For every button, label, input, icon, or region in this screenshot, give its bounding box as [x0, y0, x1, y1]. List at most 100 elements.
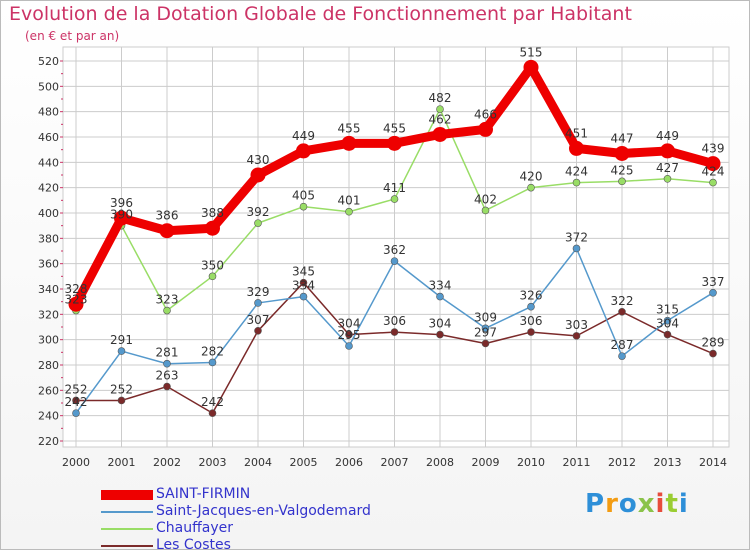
data-point-saint-jacques-en-valgodemard [163, 359, 171, 368]
y-tick-label: 280 [38, 359, 59, 372]
data-label-saint-jacques-en-valgodemard: 334 [292, 279, 315, 293]
data-label-saint-firmin: 455 [383, 121, 406, 135]
x-tick-label: 2000 [62, 456, 90, 469]
data-point-les-costes [390, 328, 399, 336]
x-tick-label: 2003 [199, 456, 227, 469]
data-label-saint-firmin: 430 [247, 153, 270, 167]
data-label-saint-jacques-en-valgodemard: 326 [520, 289, 543, 303]
data-label-les-costes: 304 [429, 317, 452, 331]
data-point-saint-jacques-en-valgodemard [254, 299, 262, 307]
data-label-chauffayer: 350 [201, 258, 224, 272]
data-label-saint-jacques-en-valgodemard: 372 [565, 230, 588, 244]
data-label-les-costes: 345 [292, 265, 315, 279]
data-label-saint-jacques-en-valgodemard: 291 [110, 333, 133, 347]
data-point-les-costes [572, 332, 581, 340]
y-tick-label: 420 [38, 182, 59, 195]
data-point-saint-firmin [432, 126, 448, 142]
logo-letter: i [655, 489, 666, 519]
data-label-chauffayer: 424 [702, 165, 725, 179]
x-tick-label: 2007 [381, 456, 409, 469]
data-label-saint-firmin: 447 [611, 131, 634, 145]
data-point-les-costes [436, 330, 444, 339]
data-point-chauffayer [208, 272, 217, 281]
plot-area [62, 46, 730, 448]
data-label-saint-jacques-en-valgodemard: 281 [156, 346, 179, 360]
data-point-saint-jacques-en-valgodemard [618, 352, 626, 360]
data-point-chauffayer [481, 206, 490, 215]
data-label-les-costes: 306 [383, 314, 406, 328]
data-label-les-costes: 322 [611, 294, 634, 308]
logo-letter: r [605, 489, 619, 519]
legend-label: SAINT-FIRMIN [156, 486, 251, 502]
y-tick-label: 320 [38, 308, 59, 321]
data-point-saint-firmin [614, 145, 630, 161]
legend-swatch-saint-jacques [101, 511, 153, 513]
data-point-chauffayer [254, 219, 262, 227]
data-point-les-costes [72, 396, 80, 405]
data-point-les-costes [527, 328, 535, 336]
data-label-les-costes: 242 [201, 395, 224, 409]
data-label-saint-firmin: 462 [429, 112, 452, 126]
logo-letter: o [618, 489, 638, 519]
data-point-les-costes [117, 396, 126, 405]
data-label-saint-firmin: 466 [474, 107, 497, 121]
x-tick-label: 2012 [608, 456, 636, 469]
data-point-chauffayer [709, 178, 717, 187]
data-point-saint-firmin [387, 135, 402, 151]
y-tick-label: 240 [38, 410, 59, 423]
legend-label: Saint-Jacques-en-Valgodemard [156, 503, 371, 519]
data-point-les-costes [299, 278, 308, 287]
legend-label: Les Costes [156, 537, 231, 553]
data-label-saint-jacques-en-valgodemard: 242 [65, 395, 88, 409]
data-point-chauffayer [618, 177, 626, 186]
data-label-saint-firmin: 439 [702, 142, 725, 156]
data-label-saint-jacques-en-valgodemard: 337 [702, 275, 725, 289]
data-label-chauffayer: 402 [474, 192, 497, 206]
data-label-saint-jacques-en-valgodemard: 309 [474, 310, 497, 324]
data-label-les-costes: 306 [520, 314, 543, 328]
proxiti-logo[interactable]: Proxiti [585, 489, 689, 519]
data-point-saint-firmin [478, 121, 493, 137]
data-point-chauffayer [163, 306, 171, 315]
data-point-les-costes [663, 330, 672, 339]
data-point-saint-jacques-en-valgodemard [709, 288, 717, 297]
data-point-saint-jacques-en-valgodemard [663, 316, 672, 325]
data-point-saint-jacques-en-valgodemard [436, 292, 444, 301]
data-label-chauffayer: 482 [429, 91, 452, 105]
data-point-saint-jacques-en-valgodemard [481, 324, 490, 333]
data-label-saint-firmin: 451 [565, 126, 588, 140]
logo-letter: t [665, 489, 679, 519]
data-point-saint-firmin [159, 223, 175, 239]
x-tick-label: 2010 [517, 456, 545, 469]
logo-letter: x [637, 489, 656, 519]
data-label-saint-jacques-en-valgodemard: 362 [383, 243, 406, 257]
y-tick-label: 440 [38, 156, 59, 169]
data-point-chauffayer [390, 195, 399, 203]
data-point-saint-jacques-en-valgodemard [390, 257, 399, 265]
y-tick-label: 260 [38, 384, 59, 397]
data-point-saint-firmin [660, 143, 675, 159]
x-tick-label: 2001 [108, 456, 136, 469]
data-point-les-costes [709, 349, 717, 358]
chart-grid [62, 46, 730, 448]
data-label-saint-jacques-en-valgodemard: 282 [201, 344, 224, 358]
data-label-chauffayer: 405 [292, 189, 315, 203]
data-label-saint-firmin: 455 [338, 121, 361, 135]
data-labels-layer: 252 252 263 242 307 345 304 306 304 297 306 303 322 3… [65, 45, 725, 409]
data-label-chauffayer: 401 [338, 194, 361, 208]
legend-swatch-chauffayer [101, 528, 153, 530]
x-tick-label: 2011 [563, 456, 591, 469]
y-tick-label: 500 [38, 80, 59, 93]
data-label-saint-firmin: 386 [156, 209, 179, 223]
data-label-saint-jacques-en-valgodemard: 295 [338, 328, 361, 342]
y-tick-label: 400 [38, 207, 59, 220]
data-point-saint-firmin [705, 156, 721, 172]
y-tick-label: 360 [38, 258, 59, 271]
data-label-saint-firmin: 328 [65, 282, 88, 296]
y-tick-label: 300 [38, 334, 59, 347]
data-label-les-costes: 252 [65, 382, 88, 396]
data-point-chauffayer [527, 183, 535, 192]
data-point-saint-firmin [205, 220, 220, 236]
